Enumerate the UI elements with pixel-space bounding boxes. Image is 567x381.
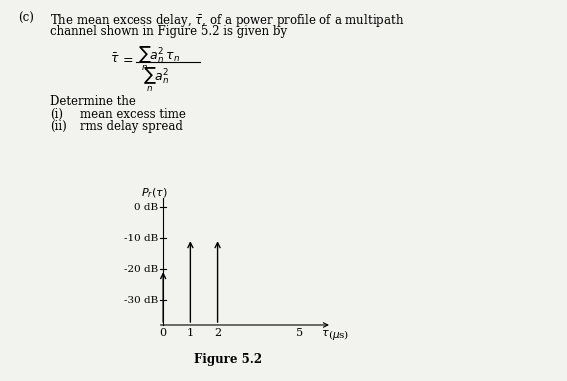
Text: mean excess time: mean excess time bbox=[80, 108, 186, 121]
Text: 0: 0 bbox=[159, 328, 167, 338]
Text: ($\mu$s): ($\mu$s) bbox=[328, 328, 350, 342]
Text: -30 dB: -30 dB bbox=[124, 296, 158, 305]
Text: The mean excess delay, $\bar{\tau}$, of a power profile of a multipath: The mean excess delay, $\bar{\tau}$, of … bbox=[50, 12, 404, 29]
Text: 1: 1 bbox=[187, 328, 194, 338]
Text: $P_r(\tau)$: $P_r(\tau)$ bbox=[141, 186, 168, 200]
Text: (ii): (ii) bbox=[50, 120, 67, 133]
Text: Figure 5.2: Figure 5.2 bbox=[194, 353, 262, 366]
Text: -10 dB: -10 dB bbox=[124, 234, 158, 243]
Text: $\sum_n a_n^2\,\tau_n$: $\sum_n a_n^2\,\tau_n$ bbox=[138, 45, 180, 73]
Text: (i): (i) bbox=[50, 108, 63, 121]
Text: $=$: $=$ bbox=[120, 52, 134, 65]
Text: channel shown in Figure 5.2 is given by: channel shown in Figure 5.2 is given by bbox=[50, 25, 287, 38]
Text: 2: 2 bbox=[214, 328, 221, 338]
Text: -20 dB: -20 dB bbox=[124, 265, 158, 274]
Text: (c): (c) bbox=[18, 12, 34, 25]
Text: 0 dB: 0 dB bbox=[134, 203, 158, 212]
Text: $\sum_n a_n^2$: $\sum_n a_n^2$ bbox=[143, 66, 169, 94]
Text: $\tau$: $\tau$ bbox=[321, 328, 330, 338]
Text: 5: 5 bbox=[295, 328, 303, 338]
Text: Determine the: Determine the bbox=[50, 95, 136, 108]
Text: $\bar{\tau}$: $\bar{\tau}$ bbox=[110, 52, 120, 66]
Text: rms delay spread: rms delay spread bbox=[80, 120, 183, 133]
